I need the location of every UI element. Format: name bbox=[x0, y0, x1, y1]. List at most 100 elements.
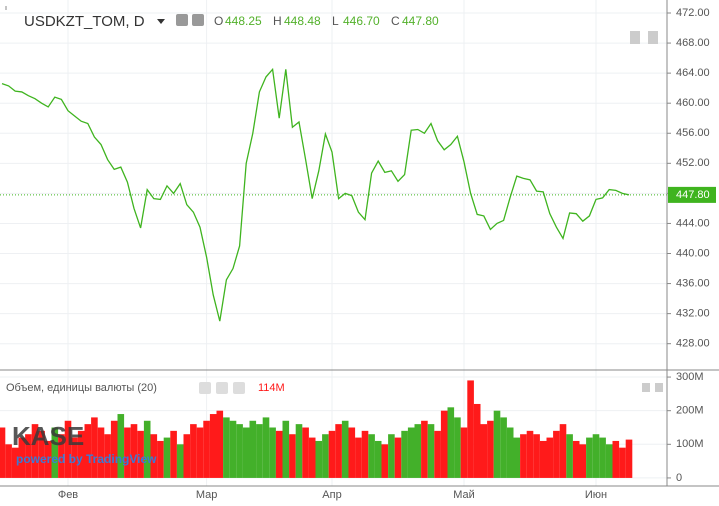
volume-bar bbox=[546, 437, 554, 478]
volume-bar bbox=[612, 440, 620, 478]
volume-bar bbox=[394, 437, 402, 478]
ohlc-value: 448.48 bbox=[284, 14, 321, 28]
y-tick-label: 472.00 bbox=[676, 7, 710, 19]
volume-bar bbox=[566, 434, 573, 478]
symbol-title[interactable]: USDKZT_TOM, D bbox=[24, 13, 145, 30]
volume-bar bbox=[454, 417, 461, 478]
ohlc-key: L bbox=[332, 14, 339, 28]
volume-bar bbox=[421, 420, 428, 478]
volume-bar bbox=[256, 424, 263, 478]
y-tick-label: 100M bbox=[676, 438, 704, 450]
y-tick-label: 456.00 bbox=[676, 127, 710, 139]
volume-bar bbox=[223, 417, 230, 478]
visibility-icon[interactable] bbox=[176, 14, 188, 26]
volume-bar bbox=[5, 444, 12, 478]
volume-bar bbox=[381, 444, 389, 478]
volume-bar bbox=[216, 410, 224, 478]
volume-bar bbox=[407, 427, 415, 478]
volume-bar bbox=[493, 410, 501, 478]
volume-bar bbox=[183, 434, 191, 478]
ohlc-value: 447.80 bbox=[402, 14, 439, 28]
volume-bar bbox=[38, 430, 45, 478]
volume-bar bbox=[11, 447, 19, 478]
volume-bar bbox=[91, 417, 98, 478]
pane-icon[interactable] bbox=[655, 383, 663, 392]
volume-bar bbox=[0, 427, 6, 478]
volume-bar bbox=[322, 434, 329, 478]
visibility-icon[interactable] bbox=[199, 382, 211, 394]
x-tick-label: Мар bbox=[196, 489, 218, 501]
volume-bar bbox=[586, 437, 593, 478]
volume-bar bbox=[242, 427, 250, 478]
watermark-sub: powered by TradingView bbox=[16, 452, 157, 466]
volume-title: Объем, единицы валюты (20) bbox=[6, 382, 157, 394]
toolbar-icon[interactable] bbox=[630, 31, 640, 44]
volume-bar bbox=[599, 437, 606, 478]
volume-bar bbox=[137, 430, 144, 478]
volume-bar bbox=[31, 424, 39, 478]
y-tick-label: 460.00 bbox=[676, 97, 710, 109]
y-tick-label: 432.00 bbox=[676, 308, 710, 320]
y-tick-label: 444.00 bbox=[676, 217, 710, 229]
settings-icon[interactable] bbox=[216, 382, 228, 394]
volume-bar bbox=[619, 447, 626, 478]
volume-bar bbox=[249, 420, 257, 478]
volume-bar bbox=[440, 410, 448, 478]
volume-bar bbox=[269, 427, 276, 478]
volume-bar bbox=[355, 437, 362, 478]
volume-bar bbox=[25, 434, 32, 478]
volume-bar bbox=[526, 430, 534, 478]
volume-bar bbox=[110, 420, 118, 478]
volume-bar bbox=[229, 420, 237, 478]
volume-bar bbox=[58, 434, 65, 478]
volume-bar bbox=[315, 440, 323, 478]
volume-bar bbox=[434, 430, 441, 478]
volume-bar bbox=[124, 427, 131, 478]
volume-bar bbox=[77, 430, 85, 478]
volume-bar bbox=[196, 427, 204, 478]
volume-bar bbox=[388, 434, 395, 478]
volume-bar bbox=[335, 424, 342, 478]
last-price-label: 447.80 bbox=[676, 189, 710, 201]
settings-icon[interactable] bbox=[192, 14, 204, 26]
volume-last: 114M bbox=[258, 382, 285, 394]
volume-bar bbox=[130, 424, 138, 478]
x-tick-label: Апр bbox=[322, 489, 341, 501]
pane-icon[interactable] bbox=[642, 383, 650, 392]
volume-bar bbox=[262, 417, 270, 478]
volume-bar bbox=[625, 439, 633, 478]
volume-bar bbox=[460, 427, 468, 478]
volume-bar bbox=[553, 430, 560, 478]
volume-bar bbox=[539, 440, 547, 478]
volume-bar bbox=[487, 420, 494, 478]
volume-bar bbox=[51, 427, 59, 478]
volume-bar bbox=[473, 403, 481, 478]
volume-bar bbox=[143, 420, 151, 478]
dropdown-arrow[interactable] bbox=[157, 19, 165, 24]
volume-bar bbox=[236, 424, 243, 478]
volume-bar bbox=[282, 420, 290, 478]
volume-bar bbox=[506, 427, 514, 478]
y-tick-label: 464.00 bbox=[676, 67, 710, 79]
toolbar-icon[interactable] bbox=[648, 31, 658, 44]
volume-bar bbox=[348, 427, 356, 478]
x-tick-label: Май bbox=[453, 489, 475, 501]
volume-bar bbox=[209, 414, 217, 478]
ohlc-value: 446.70 bbox=[343, 14, 380, 28]
close-icon[interactable] bbox=[233, 382, 245, 394]
volume-bar bbox=[44, 440, 52, 478]
volume-bar bbox=[117, 414, 125, 478]
volume-bar bbox=[341, 420, 349, 478]
volume-bar bbox=[414, 424, 422, 478]
y-tick-label: 468.00 bbox=[676, 37, 710, 49]
volume-bar bbox=[328, 430, 336, 478]
volume-bar bbox=[572, 440, 580, 478]
volume-bar bbox=[520, 434, 527, 478]
volume-bar bbox=[64, 420, 72, 478]
volume-bar bbox=[533, 434, 540, 478]
volume-bar bbox=[295, 424, 303, 478]
volume-bar bbox=[368, 434, 375, 478]
volume-bar bbox=[447, 407, 455, 478]
volume-bar bbox=[104, 434, 111, 478]
